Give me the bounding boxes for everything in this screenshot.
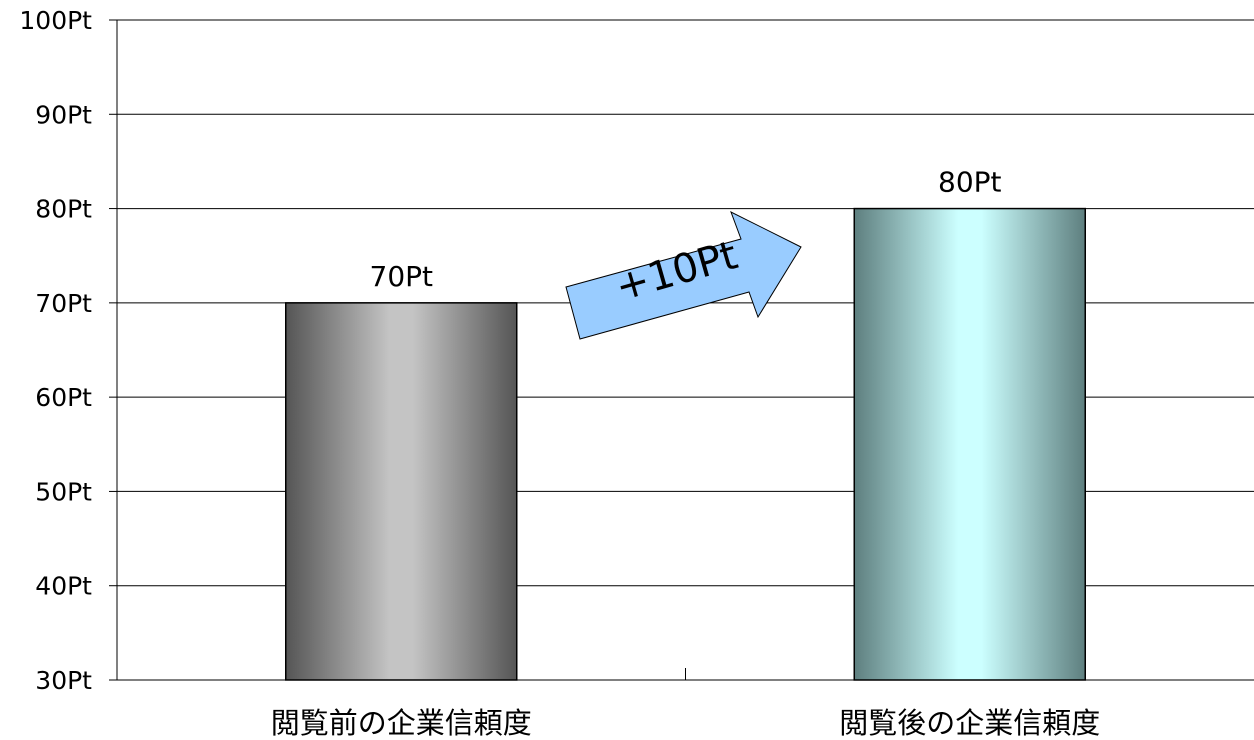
y-tick-label: 70Pt	[35, 289, 92, 318]
data-labels: 70Pt 80Pt	[370, 166, 1002, 293]
y-tick-label: 50Pt	[35, 477, 92, 506]
y-tick-label: 40Pt	[35, 572, 92, 601]
difference-arrow-annotation: +10Pt	[565, 210, 802, 340]
bars	[285, 207, 1086, 681]
bar-value-label: 80Pt	[938, 166, 1002, 199]
y-tick-label: 100Pt	[19, 6, 92, 35]
bar	[285, 302, 518, 681]
y-tick-label: 30Pt	[35, 666, 92, 695]
x-category-label: 閲覧前の企業信頼度	[271, 706, 532, 740]
bar	[853, 207, 1086, 681]
x-axis-labels: 閲覧前の企業信頼度 閲覧後の企業信頼度	[271, 706, 1101, 740]
y-tick-label: 60Pt	[35, 383, 92, 412]
y-axis: 100Pt 90Pt 80Pt 70Pt 60Pt 50Pt 40Pt 30Pt	[19, 6, 686, 695]
difference-arrow	[565, 210, 802, 340]
y-tick-label: 80Pt	[35, 195, 92, 224]
bar-value-label: 70Pt	[370, 260, 434, 293]
y-tick-label: 90Pt	[35, 100, 92, 129]
x-category-label: 閲覧後の企業信頼度	[839, 706, 1100, 740]
